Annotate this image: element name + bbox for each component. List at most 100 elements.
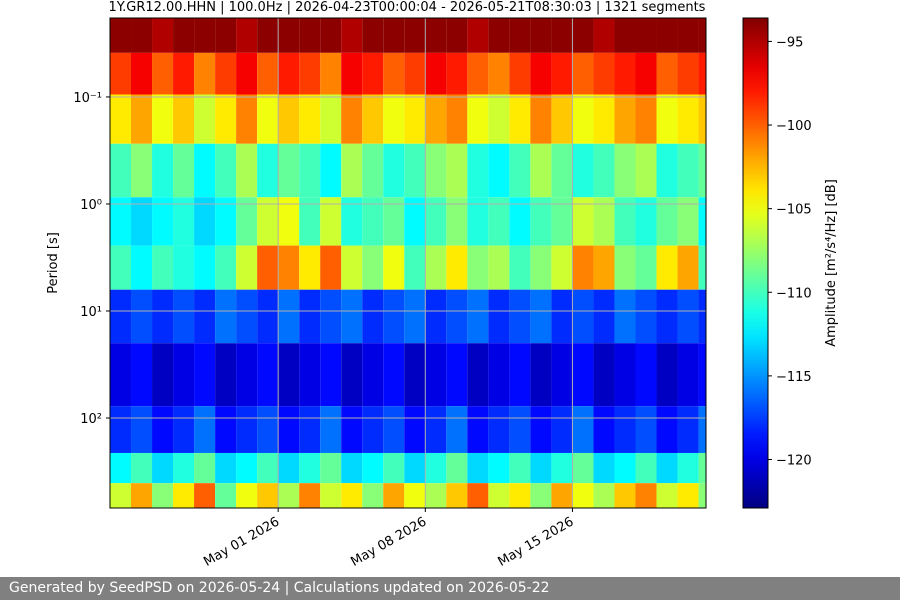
heatmap-cell — [257, 245, 279, 290]
heatmap-cell — [446, 343, 468, 407]
heatmap-cell — [194, 245, 216, 290]
heatmap-cell — [257, 483, 279, 508]
heatmap-cell — [677, 143, 699, 198]
heatmap-cell — [404, 452, 426, 484]
heatmap-cell — [278, 483, 300, 508]
heatmap-cell — [488, 406, 510, 453]
heatmap-cell — [530, 245, 552, 290]
heatmap-cell — [236, 52, 258, 95]
heatmap-cell — [278, 406, 300, 453]
heatmap-cell — [341, 289, 363, 344]
heatmap-cell — [593, 406, 615, 453]
heatmap-cell — [110, 94, 132, 144]
heatmap-cell — [614, 18, 636, 53]
heatmap-cell — [383, 143, 405, 198]
heatmap-cell — [698, 18, 706, 53]
heatmap-cell — [467, 143, 489, 198]
heatmap-cell — [656, 18, 678, 53]
heatmap-cell — [110, 143, 132, 198]
heatmap-cell — [446, 52, 468, 95]
heatmap-cell — [488, 18, 510, 53]
heatmap-cell — [320, 143, 342, 198]
heatmap-cell — [110, 483, 132, 508]
heatmap-cell — [404, 289, 426, 344]
heatmap-cell — [257, 94, 279, 144]
heatmap-cell — [299, 289, 321, 344]
heatmap-cell — [530, 406, 552, 453]
heatmap-cell — [299, 483, 321, 508]
heatmap-cell — [509, 197, 531, 246]
heatmap-cell — [656, 343, 678, 407]
heatmap-cell — [635, 406, 657, 453]
heatmap-cell — [341, 245, 363, 290]
heatmap-cell — [446, 406, 468, 453]
heatmap-cell — [362, 343, 384, 407]
heatmap-cell — [509, 406, 531, 453]
heatmap-cell — [236, 289, 258, 344]
heatmap-cell — [677, 52, 699, 95]
heatmap-cell — [467, 52, 489, 95]
heatmap-cell — [656, 52, 678, 95]
heatmap-cell — [152, 94, 174, 144]
heatmap-cell — [572, 289, 594, 344]
y-tick-label: 10² — [80, 412, 102, 427]
heatmap-cell — [320, 197, 342, 246]
heatmap-cell — [257, 452, 279, 484]
heatmap-cell — [236, 18, 258, 53]
heatmap-cell — [614, 343, 636, 407]
heatmap-cell — [278, 343, 300, 407]
heatmap-cell — [131, 94, 153, 144]
footer: Generated by SeedPSD on 2026-05-24 | Cal… — [0, 577, 900, 600]
heatmap-cell — [131, 18, 153, 53]
heatmap-cell — [110, 52, 132, 95]
heatmap-cell — [257, 52, 279, 95]
heatmap-cell — [635, 52, 657, 95]
heatmap-cell — [299, 452, 321, 484]
heatmap-cell — [362, 143, 384, 198]
heatmap-cell — [320, 245, 342, 290]
heatmap-cell — [572, 143, 594, 198]
heatmap-cell — [341, 483, 363, 508]
heatmap-cell — [194, 18, 216, 53]
heatmap-cell — [698, 245, 706, 290]
heatmap-cell — [236, 197, 258, 246]
heatmap-cell — [257, 406, 279, 453]
heatmap-cell — [698, 452, 706, 484]
heatmap-cell — [677, 483, 699, 508]
heatmap-cell — [467, 483, 489, 508]
heatmap-cell — [467, 343, 489, 407]
heatmap-cell — [425, 245, 447, 290]
heatmap-cell — [572, 18, 594, 53]
heatmap-cell — [656, 143, 678, 198]
heatmap-cell — [677, 94, 699, 144]
heatmap-cell — [152, 483, 174, 508]
heatmap-cell — [320, 289, 342, 344]
colorbar-label: Amplitude [m²/s⁴/Hz] [dB] — [824, 179, 839, 347]
heatmap-cell — [257, 143, 279, 198]
x-tick-label: May 08 2026 — [348, 514, 429, 569]
heatmap-cell — [425, 343, 447, 407]
heatmap-cell — [194, 343, 216, 407]
heatmap-cell — [698, 197, 706, 246]
heatmap-cell — [656, 245, 678, 290]
heatmap-cell — [467, 406, 489, 453]
heatmap-cell — [320, 52, 342, 95]
heatmap-cell — [656, 452, 678, 484]
heatmap-cell — [236, 94, 258, 144]
heatmap-cell — [572, 52, 594, 95]
heatmap-cell — [656, 289, 678, 344]
heatmap-cell — [236, 245, 258, 290]
heatmap-cell — [467, 289, 489, 344]
heatmap-cell — [509, 483, 531, 508]
heatmap-cell — [530, 197, 552, 246]
heatmap-cell — [698, 52, 706, 95]
chart: 1Y.GR12.00.HHN | 100.0Hz | 2026-04-23T00… — [46, 0, 839, 570]
heatmap-cell — [530, 143, 552, 198]
heatmap-cell — [383, 52, 405, 95]
x-tick-label: May 15 2026 — [496, 514, 577, 569]
heatmap-cell — [551, 483, 573, 508]
heatmap-cell — [383, 406, 405, 453]
heatmap-cell — [131, 245, 153, 290]
